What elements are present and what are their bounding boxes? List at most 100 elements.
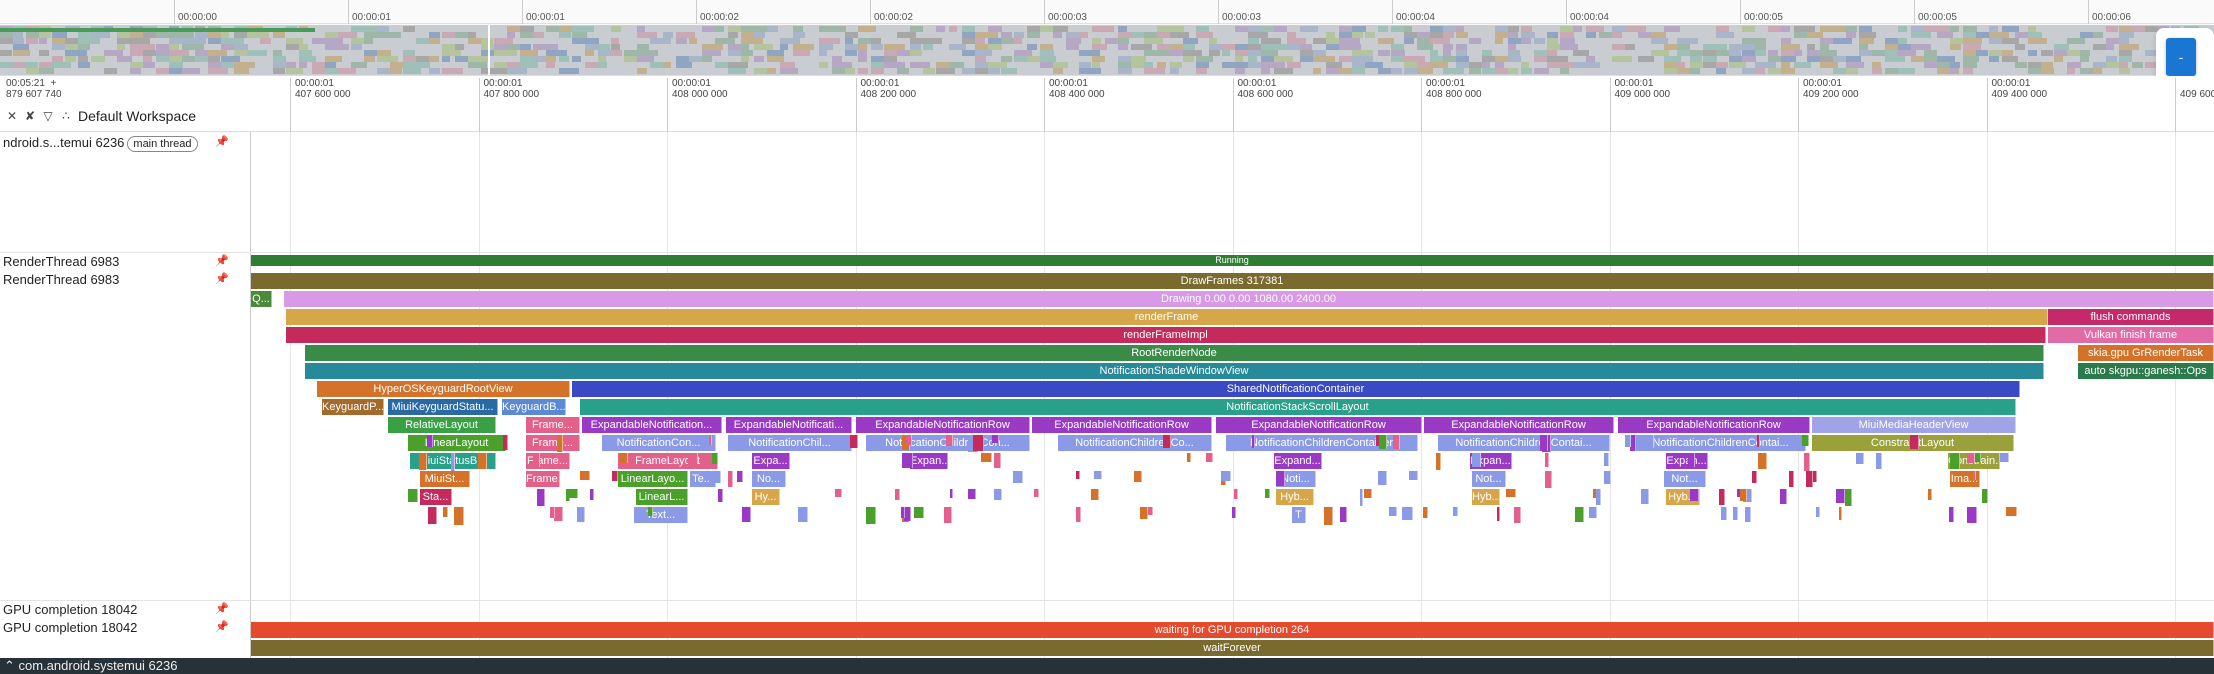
flame-slice[interactable]: flush commands xyxy=(2048,309,2214,325)
flame-sliver[interactable] xyxy=(1981,489,1988,503)
pin-icon[interactable]: 📌 xyxy=(215,255,229,267)
flame-sliver[interactable] xyxy=(1497,507,1501,522)
flame-slice[interactable]: NotificationChildrenContainer xyxy=(1226,435,1418,451)
flame-slice[interactable]: MiuiMediaHeaderView xyxy=(1812,417,2016,433)
flame-sliver[interactable] xyxy=(905,435,913,445)
flame-sliver[interactable] xyxy=(946,435,954,446)
flame-sliver[interactable] xyxy=(903,507,911,521)
flame-slice[interactable]: Frame... xyxy=(526,435,580,451)
flame-sliver[interactable] xyxy=(1742,489,1753,503)
timeline-overview[interactable]: 00:00:00 00:00:01 00:00:01 00:00:02 00:00:02… xyxy=(0,0,2214,88)
flame-slice[interactable]: auto skgpu::ganesh::Ops xyxy=(2078,363,2214,379)
flame-sliver[interactable] xyxy=(834,489,842,498)
track-gpu-completion[interactable]: GPU completion 18042 xyxy=(3,620,138,635)
flame-sliver[interactable] xyxy=(418,453,427,471)
flame-sliver[interactable] xyxy=(1948,507,1955,523)
workspace-icon[interactable]: ∴ xyxy=(62,109,70,123)
flame-sliver[interactable] xyxy=(648,507,653,516)
flame-sliver[interactable] xyxy=(1752,471,1757,483)
flame-sliver[interactable] xyxy=(1875,453,1882,469)
flame-sliver[interactable] xyxy=(1340,507,1347,522)
flame-sliver[interactable] xyxy=(1513,507,1522,524)
flame-slice[interactable]: renderFrameImpl xyxy=(286,327,2046,343)
flame-sliver[interactable] xyxy=(1604,471,1611,484)
flame-sliver[interactable] xyxy=(1377,471,1388,485)
flame-sliver[interactable] xyxy=(980,453,992,462)
flame-sliver[interactable] xyxy=(1389,507,1398,517)
flame-slice[interactable]: LinearL... xyxy=(636,489,688,505)
flame-slice[interactable]: Expan... xyxy=(910,453,948,469)
flame-sliver[interactable] xyxy=(1163,435,1172,448)
flame-sliver[interactable] xyxy=(849,435,858,449)
flame-sliver[interactable] xyxy=(993,453,1001,468)
flame-sliver[interactable] xyxy=(443,507,448,517)
flame-sliver[interactable] xyxy=(1435,453,1441,471)
flame-sliver[interactable] xyxy=(1718,489,1725,505)
flame-sliver[interactable] xyxy=(577,507,585,523)
flame-sliver[interactable] xyxy=(1999,453,2010,462)
flame-sliver[interactable] xyxy=(1804,453,1811,471)
track-render-thread[interactable]: RenderThread 6983 xyxy=(3,272,120,287)
flame-sliver[interactable] xyxy=(590,489,594,501)
flame-sliver[interactable] xyxy=(894,489,901,501)
flame-sliver[interactable] xyxy=(913,507,924,518)
flame-slice[interactable]: Frame... xyxy=(526,471,560,487)
flame-sliver[interactable] xyxy=(1205,453,1214,462)
flame-slice[interactable]: Hyb... xyxy=(1276,489,1314,505)
flame-sliver[interactable] xyxy=(1950,453,1961,469)
flame-slice[interactable]: MiuiSt... xyxy=(420,471,470,487)
flame-slice[interactable]: NotificationChildrenCo... xyxy=(1058,435,1212,451)
flame-sliver[interactable] xyxy=(1757,453,1767,470)
flame-sliver[interactable] xyxy=(1596,489,1602,506)
flame-sliver[interactable] xyxy=(1720,507,1728,521)
flame-slice[interactable]: Noti... xyxy=(1276,471,1316,487)
flame-sliver[interactable] xyxy=(1012,471,1023,484)
flame-slice[interactable]: skia.gpu GrRenderTask xyxy=(2078,345,2214,361)
flame-sliver[interactable] xyxy=(532,453,540,468)
flame-sliver[interactable] xyxy=(2005,507,2017,516)
flame-sliver[interactable] xyxy=(1090,489,1099,500)
flame-slice[interactable]: ExpandableNotificationRow xyxy=(1618,417,1810,433)
flame-sliver[interactable] xyxy=(949,489,954,498)
flame-sliver[interactable] xyxy=(1967,507,1978,524)
filter-icon[interactable]: ▽ xyxy=(43,109,53,123)
flame-slice[interactable]: Hy... xyxy=(752,489,780,505)
flame-slice[interactable]: ExpandableNotificationRow xyxy=(1216,417,1422,433)
flame-sliver[interactable] xyxy=(1788,471,1794,488)
flame-slice[interactable]: KeyguardP... xyxy=(322,399,384,415)
flame-slice[interactable]: NotificationChil... xyxy=(728,435,852,451)
flame-sliver[interactable] xyxy=(1076,507,1081,522)
flame-sliver[interactable] xyxy=(797,507,808,523)
flame-sliver[interactable] xyxy=(1276,471,1285,487)
process-group-header[interactable]: ⌃ com.android.systemui 6236 xyxy=(0,658,2214,674)
flame-sliver[interactable] xyxy=(1779,489,1788,504)
flame-slice[interactable]: HyperOSKeyguardRootView xyxy=(317,381,570,397)
flame-sliver[interactable] xyxy=(1690,489,1700,501)
flame-sliver[interactable] xyxy=(1688,453,1695,467)
flame-sliver[interactable] xyxy=(736,471,743,482)
flame-sliver[interactable] xyxy=(1075,471,1080,480)
flame-sliver[interactable] xyxy=(1233,489,1239,499)
flame-sliver[interactable] xyxy=(567,489,579,499)
flame-sliver[interactable] xyxy=(1816,507,1820,517)
flame-sliver[interactable] xyxy=(902,453,913,469)
flame-sliver[interactable] xyxy=(1472,453,1481,468)
flame-sliver[interactable] xyxy=(991,435,999,444)
flame-sliver[interactable] xyxy=(901,507,905,519)
flame-sliver[interactable] xyxy=(579,471,590,480)
overview-selection-marker[interactable] xyxy=(488,25,490,75)
flame-sliver[interactable] xyxy=(1630,435,1636,452)
flame-slice[interactable]: Text... xyxy=(634,507,688,523)
flame-sliver[interactable] xyxy=(1364,489,1373,498)
flame-sliver[interactable] xyxy=(1134,471,1142,482)
flame-slice[interactable]: Ima... xyxy=(1950,471,1980,487)
flame-sliver[interactable] xyxy=(1733,507,1739,520)
flame-sliver[interactable] xyxy=(1574,507,1584,523)
flame-slice[interactable]: Expand... xyxy=(1274,453,1322,469)
flame-sliver[interactable] xyxy=(1971,453,1981,463)
flame-slice[interactable]: Not... xyxy=(1472,471,1506,487)
flame-slice[interactable]: No... xyxy=(752,471,786,487)
flame-slice[interactable]: DrawFrames 317381 xyxy=(251,273,2214,289)
flame-sliver[interactable] xyxy=(1756,435,1761,448)
flame-slice[interactable]: ExpandableNotificationRow xyxy=(1032,417,1212,433)
